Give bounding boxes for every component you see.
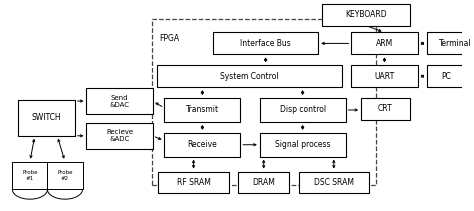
FancyBboxPatch shape bbox=[428, 65, 465, 87]
Text: System Control: System Control bbox=[220, 72, 278, 81]
FancyBboxPatch shape bbox=[322, 4, 410, 26]
FancyBboxPatch shape bbox=[260, 133, 346, 157]
FancyBboxPatch shape bbox=[164, 133, 240, 157]
Text: RF SRAM: RF SRAM bbox=[177, 178, 210, 187]
Text: Terminal: Terminal bbox=[439, 39, 472, 48]
Text: KEYBOARD: KEYBOARD bbox=[345, 10, 387, 19]
Text: SWITCH: SWITCH bbox=[32, 114, 61, 122]
FancyBboxPatch shape bbox=[18, 100, 75, 136]
Text: Signal process: Signal process bbox=[275, 140, 330, 149]
FancyBboxPatch shape bbox=[351, 32, 418, 54]
Text: PC: PC bbox=[441, 72, 451, 81]
Text: DRAM: DRAM bbox=[252, 178, 275, 187]
Text: Interface Bus: Interface Bus bbox=[240, 39, 291, 48]
FancyBboxPatch shape bbox=[428, 32, 474, 54]
Text: ARM: ARM bbox=[376, 39, 393, 48]
FancyBboxPatch shape bbox=[361, 98, 410, 120]
FancyBboxPatch shape bbox=[164, 98, 240, 122]
Text: Disp control: Disp control bbox=[280, 106, 326, 115]
FancyBboxPatch shape bbox=[156, 65, 342, 87]
FancyBboxPatch shape bbox=[47, 162, 82, 189]
FancyBboxPatch shape bbox=[86, 123, 153, 149]
Text: Probe
#1: Probe #1 bbox=[22, 170, 37, 181]
Text: Send
&DAC: Send &DAC bbox=[109, 95, 129, 108]
FancyBboxPatch shape bbox=[158, 172, 228, 193]
Text: Receive: Receive bbox=[187, 140, 217, 149]
Text: FPGA: FPGA bbox=[159, 34, 180, 43]
FancyBboxPatch shape bbox=[351, 65, 418, 87]
FancyBboxPatch shape bbox=[213, 32, 318, 54]
FancyBboxPatch shape bbox=[86, 88, 153, 114]
FancyBboxPatch shape bbox=[12, 162, 47, 189]
FancyBboxPatch shape bbox=[238, 172, 289, 193]
Text: Transmit: Transmit bbox=[186, 106, 219, 115]
Text: DSC SRAM: DSC SRAM bbox=[314, 178, 354, 187]
Text: UART: UART bbox=[374, 72, 395, 81]
FancyBboxPatch shape bbox=[260, 98, 346, 122]
Text: Recieve
&ADC: Recieve &ADC bbox=[106, 129, 133, 142]
Text: Probe
#2: Probe #2 bbox=[57, 170, 73, 181]
FancyBboxPatch shape bbox=[299, 172, 369, 193]
Text: CRT: CRT bbox=[378, 104, 393, 114]
